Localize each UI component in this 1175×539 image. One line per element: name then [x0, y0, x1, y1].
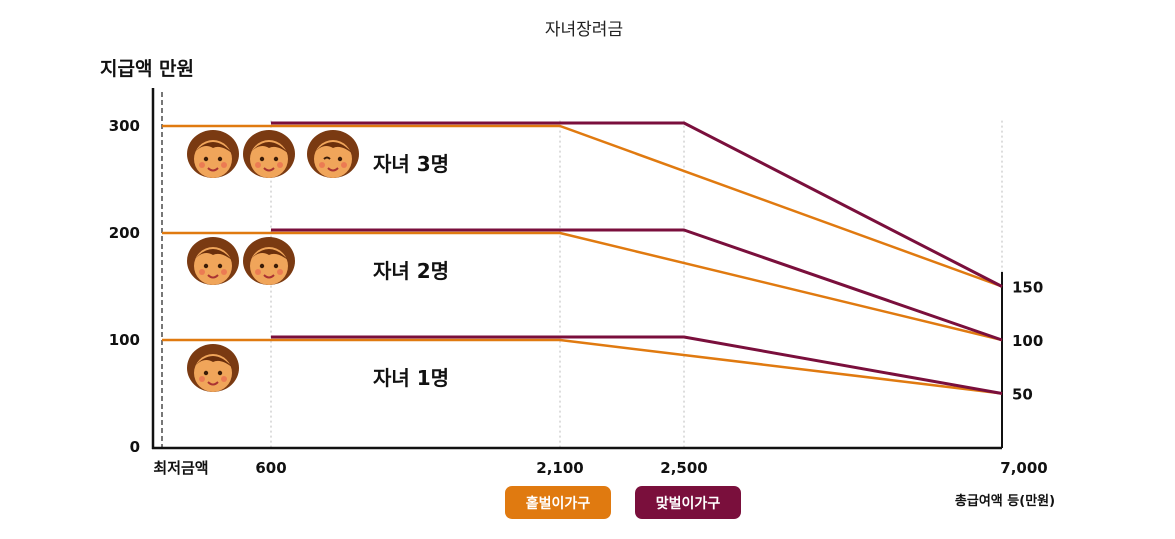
- legend-badge-single: [505, 486, 611, 519]
- x-tick-label: 2,100: [536, 459, 583, 477]
- series-line-dual: [271, 335, 1003, 395]
- right-tick-label: 50: [1012, 386, 1033, 404]
- right-tick-label: 100: [1012, 332, 1043, 350]
- group-label: 자녀 1명: [373, 366, 449, 390]
- series-line-single: [162, 124, 1003, 288]
- child-face-icon: [243, 130, 295, 178]
- series-line-single: [162, 338, 1003, 395]
- right-tick-label: 150: [1012, 279, 1043, 297]
- x-tick-label: 7,000: [1000, 459, 1047, 477]
- y-tick-label: 300: [109, 117, 140, 135]
- x-tick-label: 최저금액: [153, 459, 208, 477]
- group-label: 자녀 2명: [373, 259, 449, 283]
- child-face-icon: [243, 237, 295, 285]
- tick-labels: 0 100 200 300 최저금액 600 2,100 2,500 7,000 150 100 50…: [109, 117, 1048, 477]
- legend-badge-dual: [635, 486, 741, 519]
- legend-label-dual: 맞벌이가구: [656, 495, 721, 512]
- legend-label-single: 홑벌이가구: [526, 495, 591, 512]
- group-label: 자녀 3명: [373, 152, 449, 176]
- y-axis-label: 지급액 만원: [100, 58, 194, 80]
- x-tick-label: 600: [255, 459, 286, 477]
- child-face-icon: [187, 130, 239, 178]
- x-tick-label: 2,500: [660, 459, 707, 477]
- child-face-icon: [187, 344, 239, 392]
- chart-title: 자녀장려금: [545, 20, 623, 40]
- y-tick-label: 100: [109, 331, 140, 349]
- child-face-icon: [307, 130, 359, 178]
- series-line-dual: [271, 228, 1003, 342]
- y-tick-label: 200: [109, 224, 140, 242]
- axes: [151, 88, 1003, 450]
- series-line-single: [162, 231, 1003, 342]
- children-icons: [187, 130, 359, 392]
- x-axis-label: 총급여액 등(만원): [955, 493, 1055, 509]
- series-line-dual: [271, 121, 1003, 288]
- series-lines: [162, 121, 1003, 395]
- legend: 홑벌이가구 맞벌이가구: [505, 486, 741, 519]
- child-face-icon: [187, 237, 239, 285]
- y-tick-label: 0: [130, 438, 140, 456]
